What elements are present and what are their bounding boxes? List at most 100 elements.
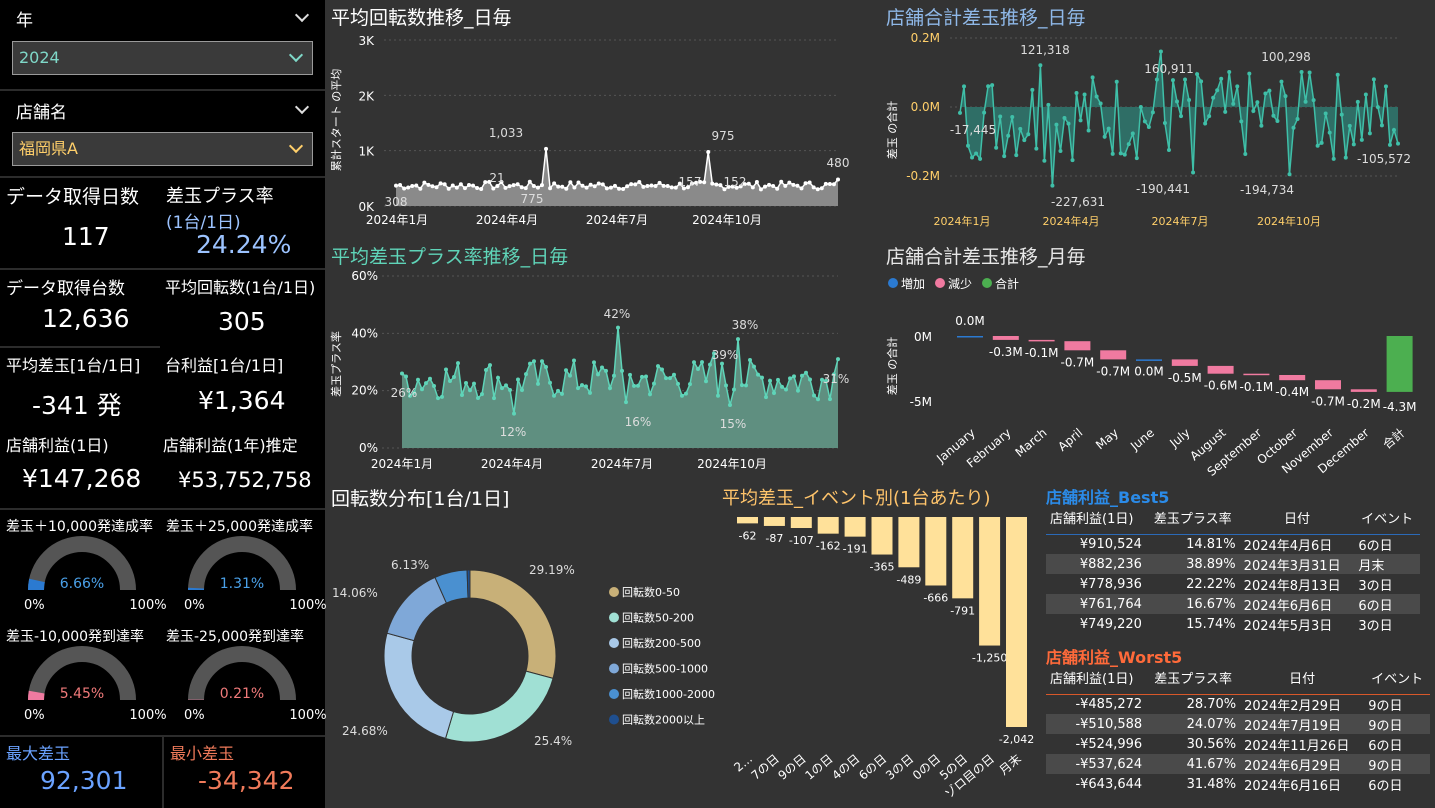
waterfall-bar <box>1171 359 1198 366</box>
data-label: -194,734 <box>1240 183 1294 197</box>
gauge-value: 1.31% <box>220 576 264 592</box>
table-header[interactable]: 店舗利益(1日) <box>1050 672 1134 687</box>
event-bar <box>817 517 839 534</box>
diff-point <box>1243 152 1248 157</box>
diff-point <box>1299 69 1304 74</box>
spin-point <box>734 185 739 190</box>
table-header[interactable]: 日付 <box>1284 512 1311 527</box>
diff-point <box>1391 127 1396 132</box>
year-dropdown[interactable]: 2024 <box>12 41 313 75</box>
data-label: 6.13% <box>391 558 429 572</box>
table-header[interactable]: 差玉プラス率 <box>1153 512 1232 527</box>
table-header[interactable]: 店舗利益(1日) <box>1050 512 1134 527</box>
event-bar <box>898 517 920 568</box>
kpi-store-year-title: 店舗利益(1年)推定 <box>163 436 298 455</box>
data-label: -227,631 <box>1051 195 1105 209</box>
gauge-fill <box>27 578 45 591</box>
spin-point <box>714 182 719 187</box>
rate-point <box>836 357 840 362</box>
rate-point <box>744 383 748 388</box>
spin-point <box>442 182 447 187</box>
event-bar <box>925 517 947 586</box>
rate-point <box>500 386 504 391</box>
x-tick-label: 2024年7月 <box>1152 214 1209 228</box>
store-dropdown[interactable]: 福岡県A <box>12 132 313 166</box>
rate-point <box>456 361 460 366</box>
table-header[interactable]: 差玉プラス率 <box>1154 672 1233 687</box>
diff-point <box>1066 121 1071 126</box>
spin-point <box>807 180 812 185</box>
table-row[interactable]: -¥524,996 30.56% 2024年11月26日 6の日 <box>1046 734 1430 754</box>
data-label: -2,042 <box>999 733 1034 746</box>
table-header[interactable]: 日付 <box>1289 672 1316 687</box>
table-cell: -¥524,996 <box>1075 736 1143 752</box>
table-cell: 9の日 <box>1368 718 1403 734</box>
data-label: -190,441 <box>1136 182 1190 196</box>
y-tick-label: 1K <box>358 145 375 159</box>
y-axis-label: 累計スタート の平均 <box>329 69 343 172</box>
spin-point <box>694 180 699 185</box>
y-tick-label: -5M <box>910 395 932 409</box>
diff-point <box>1307 70 1312 75</box>
diff-point <box>1102 134 1107 139</box>
spin-point <box>426 182 431 187</box>
year-slicer-label: 年 <box>16 11 33 31</box>
table-header[interactable]: イベント <box>1371 672 1424 687</box>
kpi-avg-diff-value: -341 発 <box>32 391 122 420</box>
kpi-machines-title: データ取得台数 <box>6 279 125 299</box>
best-table: 店舗利益(1日) 差玉プラス率 日付 イベント ¥910,524 14.81% 2024年4… <box>1046 508 1420 634</box>
spin-point <box>730 184 735 189</box>
data-label: 31% <box>823 372 850 386</box>
rate-point <box>424 381 428 386</box>
spin-point <box>544 146 549 151</box>
table-row[interactable]: ¥761,764 16.67% 2024年6月6日 6の日 <box>1046 594 1420 614</box>
table-header[interactable]: イベント <box>1361 512 1414 527</box>
rate-point <box>760 375 764 380</box>
table-cell: -¥643,644 <box>1075 776 1143 792</box>
table-row[interactable]: ¥910,524 14.81% 2024年4月6日 6の日 <box>1046 534 1420 554</box>
legend-dot <box>888 278 898 288</box>
waterfall-bar <box>1100 350 1127 360</box>
legend-dot <box>609 689 619 699</box>
kpi-store-day-value: ¥147,268 <box>22 464 142 493</box>
rate-point <box>480 392 484 397</box>
spin-point <box>511 183 516 188</box>
diff-point <box>1207 114 1212 119</box>
data-label: -4.3M <box>1383 400 1417 414</box>
legend-label: 回転数500-1000 <box>622 663 708 676</box>
table-row[interactable]: ¥749,220 15.74% 2024年5月3日 3の日 <box>1046 614 1420 634</box>
spin-point <box>608 185 613 190</box>
table-cell: 41.67% <box>1186 756 1237 772</box>
rate-point <box>740 383 744 388</box>
donut-slice <box>383 632 455 740</box>
rate-point <box>800 373 804 378</box>
spin-point <box>568 180 573 185</box>
table-row[interactable]: -¥485,272 28.70% 2024年2月29日 9の日 <box>1046 694 1430 714</box>
table-row[interactable]: ¥778,936 22.22% 2024年8月13日 3の日 <box>1046 574 1420 594</box>
rate-point <box>464 381 468 386</box>
spin-point <box>406 185 411 190</box>
rate-point <box>724 383 728 388</box>
diff-point <box>1074 90 1079 95</box>
table-row[interactable]: ¥882,236 38.89% 2024年3月31日 月末 <box>1046 554 1420 574</box>
diff-point <box>1166 148 1171 153</box>
legend-dot <box>609 638 619 648</box>
diff-point <box>1195 72 1200 77</box>
x-tick-label: 2024年7月 <box>586 213 648 227</box>
x-tick-label: April <box>1055 426 1085 454</box>
table-row[interactable]: -¥537,624 41.67% 2024年6月29日 9の日 <box>1046 754 1430 774</box>
spin-point <box>458 182 463 187</box>
spin-point <box>394 183 398 188</box>
spin-point <box>475 186 480 191</box>
diff-point <box>1295 116 1300 121</box>
x-tick-label: 2024年10月 <box>1257 214 1321 228</box>
rate-point <box>488 363 492 368</box>
table-row[interactable]: -¥643,644 31.48% 2024年6月16日 6の日 <box>1046 774 1430 794</box>
diff-point <box>1375 105 1380 110</box>
table-cell: 9の日 <box>1368 758 1403 774</box>
legend-dot <box>982 278 992 288</box>
gauge-fill <box>27 690 45 701</box>
legend-label: 増加 <box>901 277 925 291</box>
table-row[interactable]: -¥510,588 24.07% 2024年7月19日 9の日 <box>1046 714 1430 734</box>
